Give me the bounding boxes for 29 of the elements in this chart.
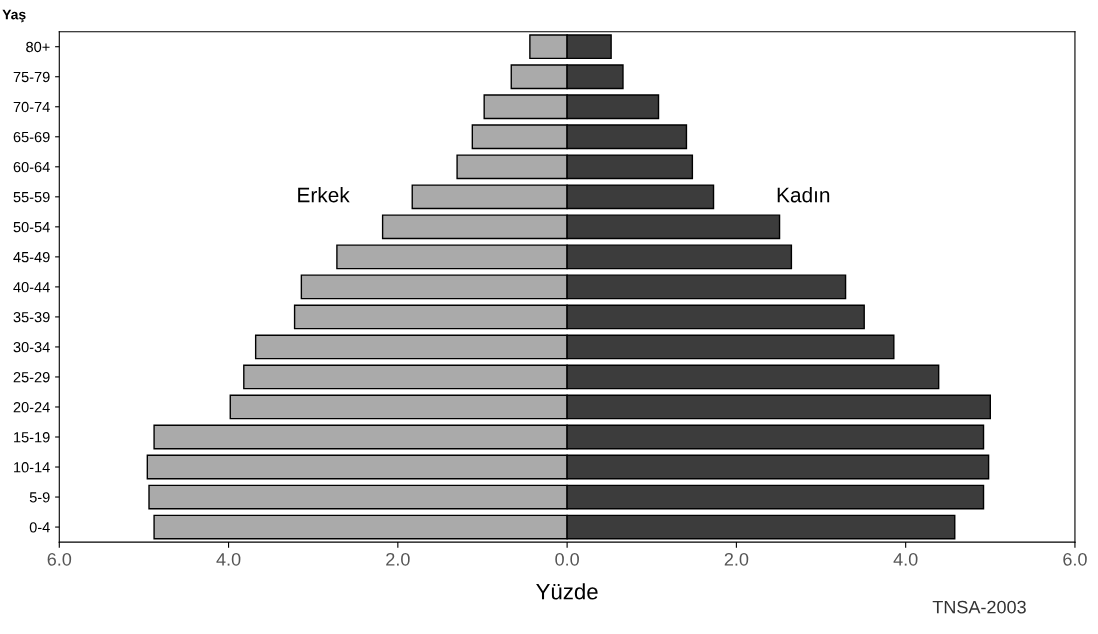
x-tick-label: 2.0	[386, 552, 410, 566]
series-label: Kadın	[777, 187, 830, 203]
y-tick-label: 25-29	[13, 372, 50, 383]
y-tick-label: 70-74	[13, 101, 50, 113]
y-tick-label: 10-14	[14, 462, 50, 473]
y-tick-label: 60-64	[13, 161, 50, 173]
x-tick-label: 2.0	[724, 552, 749, 566]
y-tick-label: 50-54	[13, 221, 50, 233]
text: TNSA-2003	[932, 600, 1026, 614]
y-tick-label: 65-69	[13, 131, 50, 143]
y-tick-label: 5-9	[29, 492, 50, 503]
y-tick-label: 80+	[26, 41, 50, 53]
y-tick-label: 40-44	[13, 281, 50, 293]
y-tick-label: 15-19	[14, 432, 50, 443]
series-label: Erkek	[298, 187, 350, 203]
y-tick-label: 0-4	[29, 522, 50, 533]
y-tick-label: 55-59	[13, 191, 50, 203]
x-tick-label: 6.0	[47, 552, 72, 566]
y-tick-label: 75-79	[13, 71, 50, 83]
y-tick-label: 35-39	[13, 312, 50, 323]
y-axis-title: Yaş	[2, 9, 26, 23]
x-tick-label: 4.0	[893, 552, 918, 566]
y-tick-label: 30-34	[13, 342, 50, 353]
y-tick-label: 45-49	[13, 251, 50, 263]
x-tick-label: 0.0	[555, 552, 579, 566]
x-tick-label: 6.0	[1063, 552, 1087, 566]
y-tick-label: 20-24	[13, 402, 50, 413]
x-axis-title: Yüzde	[536, 583, 598, 600]
x-tick-label: 4.0	[216, 552, 241, 566]
